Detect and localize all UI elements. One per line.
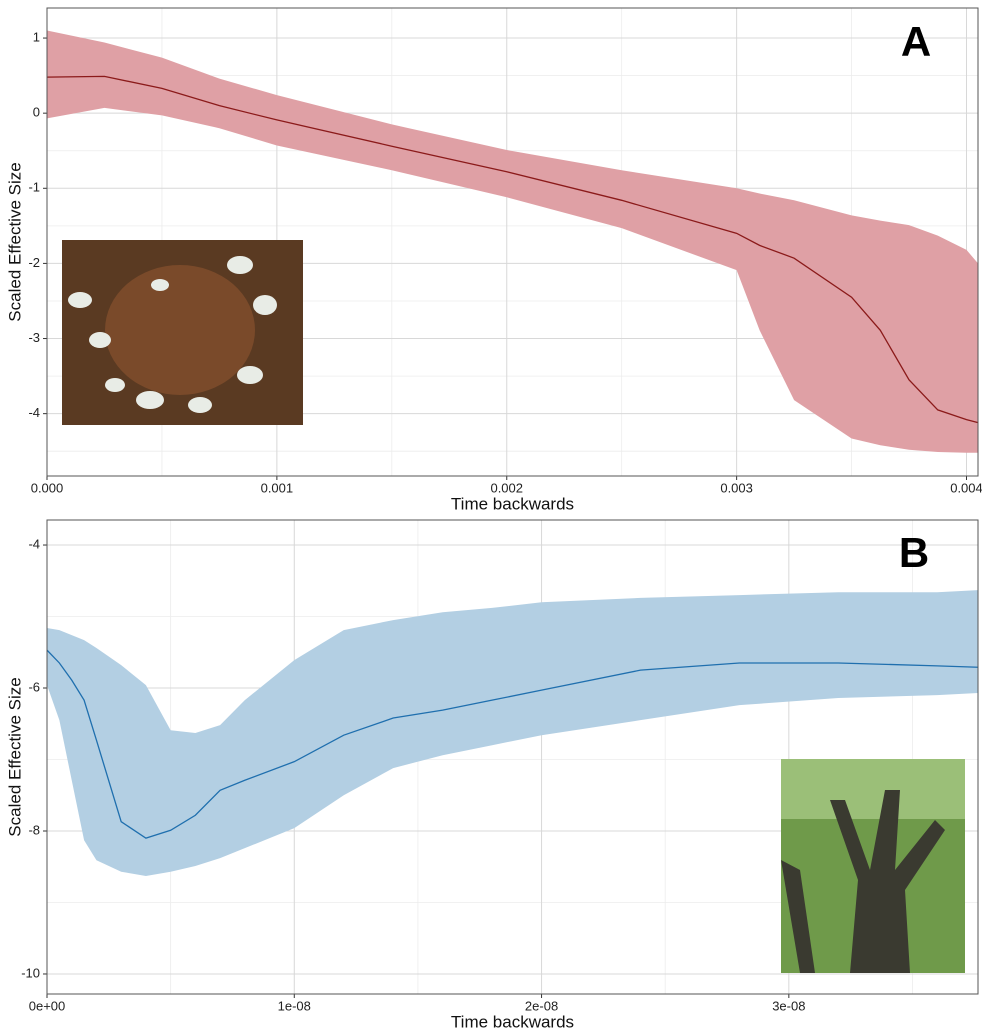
x-tick-label: 0.002 — [490, 480, 523, 495]
photo-cap — [151, 279, 169, 291]
y-tick-label: -3 — [28, 330, 40, 345]
photo-trunk — [781, 860, 815, 973]
confidence-band — [47, 590, 978, 877]
x-tick-label: 0.004 — [950, 480, 982, 495]
panel-label: B — [899, 529, 929, 576]
photo-cap — [68, 292, 92, 308]
y-tick-label: -4 — [28, 536, 40, 551]
photo-leaf — [105, 265, 255, 395]
y-tick-label: -8 — [28, 822, 40, 837]
photo-cap — [188, 397, 212, 413]
plot-frame — [46, 519, 979, 995]
panel-label: A — [901, 18, 931, 65]
y-axis-title: Scaled Effective Size — [5, 162, 24, 321]
x-tick-label: 3e-08 — [772, 998, 805, 1013]
x-axis-title: Time backwards — [451, 1012, 574, 1031]
photo-trunk — [830, 790, 945, 973]
y-tick-label: 0 — [33, 105, 40, 120]
y-tick-label: -10 — [21, 965, 40, 980]
photo-cap — [253, 295, 277, 315]
mushroom-photo — [62, 240, 303, 425]
y-tick-label: -6 — [28, 679, 40, 694]
photo-cap — [105, 378, 125, 392]
y-axis-title: Scaled Effective Size — [5, 677, 24, 836]
x-tick-label: 2e-08 — [525, 998, 558, 1013]
y-tick-label: 1 — [33, 29, 40, 44]
x-axis-title: Time backwards — [451, 494, 574, 513]
photo-cap — [237, 366, 263, 384]
photo-cap — [136, 391, 164, 409]
x-tick-label: 0.000 — [31, 480, 64, 495]
photo-cap — [89, 332, 111, 348]
y-tick-label: -4 — [28, 405, 40, 420]
y-tick-label: -2 — [28, 255, 40, 270]
x-tick-label: 0.003 — [720, 480, 753, 495]
median-line — [46, 649, 979, 839]
tree-photo — [781, 759, 965, 973]
x-tick-label: 1e-08 — [278, 998, 311, 1013]
confidence-band — [47, 30, 978, 453]
x-tick-label: 0e+00 — [29, 998, 66, 1013]
x-tick-label: 0.001 — [261, 480, 294, 495]
plot-frame — [46, 7, 979, 477]
photo-cap — [227, 256, 253, 274]
photo-canopy — [781, 759, 965, 819]
y-tick-label: -1 — [28, 180, 40, 195]
median-line — [46, 75, 979, 424]
